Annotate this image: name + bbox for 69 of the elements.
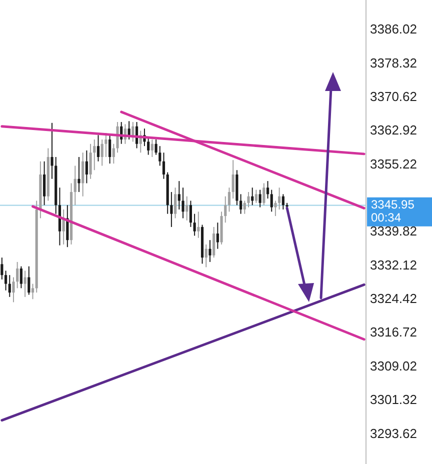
candlestick [170, 191, 173, 228]
candlestick [182, 187, 184, 219]
candlestick [16, 261, 19, 289]
candlestick [266, 180, 270, 200]
candlestick [224, 196, 227, 224]
ref-line-label: 3345.95 [371, 198, 415, 212]
candlestick [278, 187, 281, 210]
candlestick [116, 122, 119, 154]
y-tick-label: 3324.42 [370, 291, 417, 306]
candlestick [258, 189, 262, 208]
candlestick [174, 187, 177, 219]
candlestick [0, 257, 4, 280]
candlestick [239, 194, 242, 214]
candlestick [262, 182, 266, 206]
candlestick [100, 139, 104, 166]
candlestick [208, 240, 212, 262]
candlestick [189, 200, 192, 228]
candlestick [147, 136, 150, 156]
candlestick [50, 122, 54, 180]
y-tick-label: 3339.82 [370, 224, 417, 239]
y-tick-label: 3386.02 [370, 22, 417, 37]
candlestick [82, 152, 84, 197]
candlestick [228, 187, 231, 212]
candlestick [274, 200, 277, 217]
candlestick [8, 274, 11, 298]
candlestick [20, 266, 22, 289]
y-tick-label: 3355.22 [370, 156, 417, 172]
candlestick [154, 139, 158, 156]
y-tick-label: 3362.92 [370, 122, 417, 138]
candlestick [232, 160, 234, 200]
candlestick [31, 283, 34, 300]
candlestick [78, 156, 80, 192]
candlestick [254, 189, 258, 204]
candlestick [132, 122, 134, 142]
candlestick [43, 160, 46, 206]
y-tick-label: 3332.12 [370, 257, 417, 272]
candlestick [24, 270, 26, 298]
candlestick [247, 191, 250, 208]
y-tick-label: 3301.32 [370, 392, 417, 408]
y-tick-label: 3309.02 [370, 358, 417, 374]
candlestick [85, 150, 88, 184]
candlestick [150, 139, 154, 158]
candlestick [204, 244, 208, 268]
candlestick [197, 211, 200, 238]
candlestick [89, 143, 92, 180]
y-tick-label: 3316.72 [370, 324, 417, 340]
y-tick-label: 3378.32 [370, 55, 417, 70]
candlestick [162, 152, 166, 180]
candlestick [96, 134, 100, 162]
text: 00:34 [371, 210, 402, 225]
candlestick [28, 266, 30, 296]
candlestick [12, 276, 15, 303]
candlestick [193, 213, 196, 236]
candlestick [4, 270, 8, 291]
candlestick [212, 226, 216, 258]
candlestick [216, 222, 219, 250]
candlestick [108, 134, 112, 164]
candlestick [186, 196, 188, 221]
candlestick [243, 200, 246, 214]
candlestick [128, 120, 130, 140]
y-tick-label: 3370.62 [370, 89, 417, 104]
candlestick [93, 139, 96, 171]
candlestick [112, 143, 115, 164]
y-tick-label: 3293.62 [370, 426, 417, 441]
candlestick [178, 180, 180, 210]
candlestick [74, 165, 76, 206]
candlestick [158, 146, 162, 166]
candlestick [270, 189, 273, 212]
candlestick [282, 194, 284, 210]
